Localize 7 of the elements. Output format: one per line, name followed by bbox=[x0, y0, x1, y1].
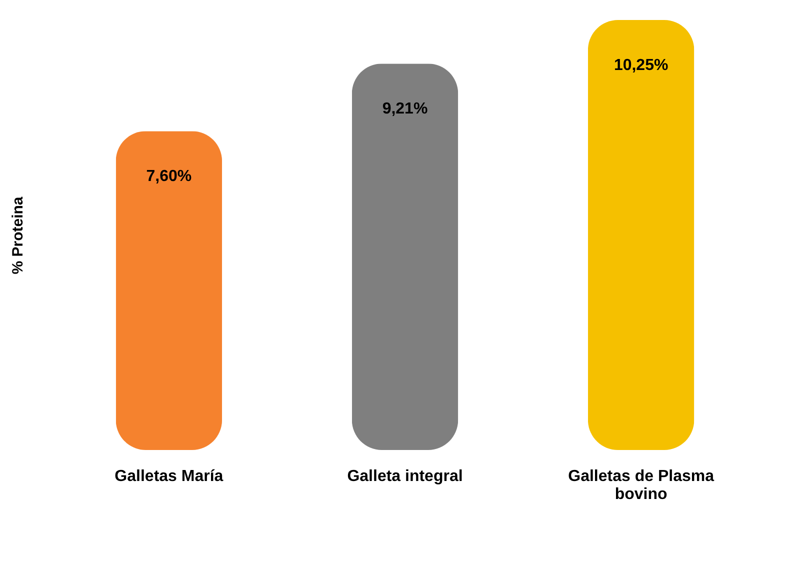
x-tick-label: Galleta integral bbox=[347, 468, 463, 485]
data-label: 9,21% bbox=[382, 100, 428, 118]
data-label: 10,25% bbox=[614, 57, 668, 74]
data-label: 7,60% bbox=[146, 168, 192, 186]
x-tick-label: Galletas de Plasma bovino bbox=[568, 468, 714, 503]
y-axis-title: % Proteina bbox=[10, 196, 26, 274]
x-tick-label: Galletas María bbox=[114, 468, 224, 485]
